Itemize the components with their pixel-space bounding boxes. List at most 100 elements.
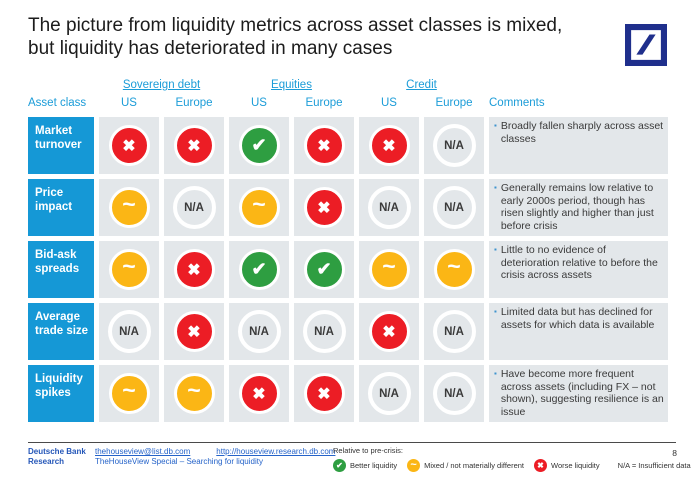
column-header-europe-sovereign: Europe bbox=[175, 97, 213, 109]
status-cell: ~ bbox=[99, 241, 159, 298]
column-header-asset-class: Asset class bbox=[28, 97, 87, 109]
email-link[interactable]: thehouseview@list.db.com bbox=[95, 447, 191, 456]
worse-liquidity-icon: ✖ bbox=[368, 125, 410, 166]
column-header-europe-equities: Europe bbox=[305, 97, 343, 109]
mixed-liquidity-icon: ~ bbox=[108, 187, 150, 228]
column-header-comments: Comments bbox=[489, 97, 545, 109]
bullet-icon: ▪ bbox=[494, 369, 497, 378]
status-cell: ✔ bbox=[229, 117, 289, 174]
deutsche-bank-logo-icon bbox=[625, 24, 667, 66]
na-icon: N/A bbox=[237, 310, 281, 353]
title-line-2: but liquidity has deteriorated in many c… bbox=[28, 38, 393, 59]
legend-item: ~ Mixed / not materially different bbox=[407, 459, 524, 472]
na-icon: N/A bbox=[107, 310, 151, 353]
worse-liquidity-icon: ✖ bbox=[173, 125, 215, 166]
table-body: Market turnover ✖ ✖ ✔ ✖ ✖ N/A ▪ Broadly fallen s… bbox=[28, 117, 668, 422]
worse-liquidity-icon: ✖ bbox=[534, 459, 548, 472]
page-title: The picture from liquidity metrics acros… bbox=[28, 14, 562, 60]
status-cell: ✖ bbox=[294, 179, 354, 236]
better-liquidity-icon: ✔ bbox=[238, 125, 280, 166]
status-cell: ~ bbox=[164, 365, 224, 422]
status-cell: ~ bbox=[99, 179, 159, 236]
status-cell: N/A bbox=[424, 365, 484, 422]
na-note: N/A = Insufficient data bbox=[617, 461, 691, 470]
footer-links: thehouseview@list.db.com http://houseview… bbox=[95, 447, 335, 467]
bullet-icon: ▪ bbox=[494, 245, 497, 254]
comment-text: Little to no evidence of deterioration r… bbox=[500, 244, 658, 281]
status-cell: ~ bbox=[359, 241, 419, 298]
worse-liquidity-icon: ✖ bbox=[303, 187, 345, 228]
comment-cell: ▪ Have become more frequent across assets… bbox=[489, 365, 668, 422]
status-cell: ✖ bbox=[294, 365, 354, 422]
houseview-url-link[interactable]: http://houseview.research.db.com bbox=[216, 447, 336, 456]
mixed-liquidity-icon: ~ bbox=[433, 249, 475, 290]
comment-text: Limited data but has declined for assets… bbox=[500, 306, 655, 331]
mixed-liquidity-icon: ~ bbox=[173, 373, 215, 414]
legend-item: ✔ Better liquidity bbox=[333, 459, 397, 472]
comment-text: Generally remains low relative to early … bbox=[500, 182, 654, 232]
status-cell: ✖ bbox=[164, 117, 224, 174]
row-label: Market turnover bbox=[28, 117, 94, 174]
comment-text: Have become more frequent across assets … bbox=[500, 368, 664, 418]
worse-liquidity-icon: ✖ bbox=[108, 125, 150, 166]
legend-item: ✖ Worse liquidity bbox=[534, 459, 600, 472]
status-cell: N/A bbox=[229, 303, 289, 360]
brand-line-2: Research bbox=[28, 456, 65, 466]
na-icon: N/A bbox=[432, 186, 476, 229]
status-cell: ✔ bbox=[294, 241, 354, 298]
na-icon: N/A bbox=[432, 124, 476, 167]
worse-liquidity-icon: ✖ bbox=[303, 373, 345, 414]
legend-title: Relative to pre-crisis: bbox=[333, 446, 404, 455]
bullet-icon: ▪ bbox=[494, 121, 497, 130]
column-header-europe-credit: Europe bbox=[435, 97, 473, 109]
page-number: 8 bbox=[672, 448, 677, 458]
better-liquidity-icon: ✔ bbox=[333, 459, 346, 472]
worse-liquidity-icon: ✖ bbox=[238, 373, 280, 414]
status-cell: N/A bbox=[99, 303, 159, 360]
worse-liquidity-icon: ✖ bbox=[173, 249, 215, 290]
status-cell: N/A bbox=[359, 365, 419, 422]
status-cell: ✖ bbox=[359, 303, 419, 360]
legend-items: ✔ Better liquidity ~ Mixed / not materially… bbox=[333, 459, 691, 472]
na-icon: N/A bbox=[432, 310, 476, 353]
publication-title: TheHouseView Special – Searching for liq… bbox=[95, 457, 263, 466]
mixed-liquidity-icon: ~ bbox=[407, 459, 421, 472]
comment-text: Broadly fallen sharply across asset clas… bbox=[500, 120, 664, 145]
worse-liquidity-icon: ✖ bbox=[303, 125, 345, 166]
column-header-us-credit: US bbox=[381, 97, 397, 109]
legend-label: Mixed / not materially different bbox=[424, 461, 525, 470]
mixed-liquidity-icon: ~ bbox=[368, 249, 410, 290]
legend: Relative to pre-crisis: ✔ Better liquidit… bbox=[333, 446, 691, 472]
legend-label: Better liquidity bbox=[350, 461, 398, 470]
comment-cell: ▪ Broadly fallen sharply across asset cla… bbox=[489, 117, 668, 174]
worse-liquidity-icon: ✖ bbox=[368, 311, 410, 352]
table-header: Sovereign debt Equities Credit Asset cla… bbox=[28, 79, 668, 113]
status-cell: N/A bbox=[359, 179, 419, 236]
status-cell: ✖ bbox=[359, 117, 419, 174]
status-cell: ✖ bbox=[294, 117, 354, 174]
row-label: Liquidity spikes bbox=[28, 365, 94, 422]
status-cell: ✖ bbox=[229, 365, 289, 422]
status-cell: ✖ bbox=[164, 241, 224, 298]
status-cell: ~ bbox=[424, 241, 484, 298]
mixed-liquidity-icon: ~ bbox=[108, 373, 150, 414]
brand-text: Deutsche Bank Research bbox=[28, 447, 86, 466]
group-header-sovereign-debt: Sovereign debt bbox=[122, 79, 201, 91]
column-header-us-sovereign: US bbox=[121, 97, 137, 109]
group-header-equities: Equities bbox=[271, 79, 312, 91]
mixed-liquidity-icon: ~ bbox=[238, 187, 280, 228]
better-liquidity-icon: ✔ bbox=[238, 249, 280, 290]
brand-line-1: Deutsche Bank bbox=[28, 447, 86, 456]
comment-cell: ▪ Generally remains low relative to early… bbox=[489, 179, 668, 236]
row-label: Price impact bbox=[28, 179, 94, 236]
bullet-icon: ▪ bbox=[494, 307, 497, 316]
na-icon: N/A bbox=[367, 186, 411, 229]
footer-divider bbox=[28, 442, 676, 443]
column-header-us-equities: US bbox=[251, 97, 267, 109]
comment-cell: ▪ Little to no evidence of deterioration … bbox=[489, 241, 668, 298]
status-cell: ~ bbox=[99, 365, 159, 422]
row-label: Bid-ask spreads bbox=[28, 241, 94, 298]
bullet-icon: ▪ bbox=[494, 183, 497, 192]
status-cell: ✖ bbox=[99, 117, 159, 174]
